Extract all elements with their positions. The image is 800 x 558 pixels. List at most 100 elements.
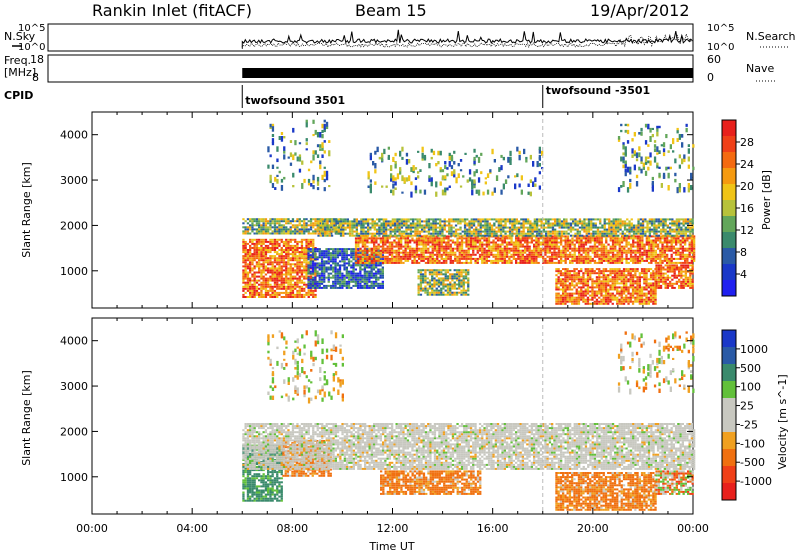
power-cells-cell-3 [625,256,627,258]
power-cells-cell-6 [558,272,560,274]
power-cells-cell-3 [396,244,398,246]
power-cells-cell-1 [281,218,283,220]
power-cells-cell-3 [621,237,623,239]
power-cells-cell-0 [290,288,292,290]
power-cells-cell-4 [349,223,351,225]
power-cells-cell-4 [322,223,324,225]
power-cells-cell-4 [347,225,349,227]
power-cells-cell-3 [452,240,454,242]
power-cells-cell-3 [468,262,470,264]
power-cells-cell-3 [443,242,445,244]
power-cells-cell-2 [366,279,368,281]
power-cells-cell-4 [381,227,383,229]
power-cells-cell-4 [599,235,601,237]
power-cells-cell-2 [312,248,314,250]
power-cells-cell-3 [371,252,373,254]
power-cells-cell-4 [570,231,572,233]
power-cells-cell-1 [265,222,267,224]
power-cells-cell-0 [272,255,274,257]
power-cells-cell-3 [443,260,445,262]
power-cells-cell-3 [691,246,693,248]
power-cells-cell-4 [525,235,527,237]
power-cells-cell-4 [619,218,621,220]
power-cells-cell-3 [438,242,440,244]
power-cells-cell-0 [285,255,287,257]
power-cells-cell-0 [281,257,283,259]
power-cells-cell-3 [619,252,621,254]
power-cells-cell-3 [429,258,431,260]
power-cells-cell-1 [256,218,258,220]
power-cells-cell-4 [626,225,628,227]
power-cells-cell-3 [427,240,429,242]
power-cells-cell-3 [398,248,400,250]
power-cells-cell-3 [603,250,605,252]
power-cells-cell-5 [442,286,444,288]
power-cells-cell-3 [675,244,677,246]
power-cells-cell-4 [511,220,513,222]
power-cells-cell-3 [393,262,395,264]
power-cells-cell-6 [564,297,566,299]
power-cells-cell-2 [337,281,339,283]
power-cells-cell-3 [441,250,443,252]
power-cells-cell-3 [612,240,614,242]
power-cells-cell-1 [303,228,305,230]
power-cells-cell-0 [276,286,278,288]
power-cells-cell-2 [323,271,325,273]
power-cells-cell-3 [461,254,463,256]
power-cells-cell-3 [556,240,558,242]
power-cells-cell-3 [447,244,449,246]
power-cells-cell-2 [371,267,373,269]
power-cells-cell-4 [536,225,538,227]
power-cells-cell-4 [480,229,482,231]
power-cells-cell-0 [276,282,278,284]
power-cells-cell-3 [371,256,373,258]
power-cells-cell-1 [256,230,258,232]
power-cells-cell-1 [245,226,247,228]
power-cells-cell-4 [633,229,635,231]
power-cells-cell-3 [677,237,679,239]
power-cells-cell-4 [597,218,599,220]
power-cells-cell-3 [542,256,544,258]
power-cells-cell-3 [510,244,512,246]
power-cells-cell-3 [479,242,481,244]
power-cells-cell-3 [396,246,398,248]
power-cells-cell-3 [362,252,364,254]
power-cells-cell-4 [685,235,687,237]
power-cells-cell-3 [641,248,643,250]
power-cells-cell-3 [655,242,657,244]
power-cells-cell-3 [409,242,411,244]
power-cells-cell-3 [596,246,598,248]
power-cells-cell-3 [526,258,528,260]
power-cells-cell-3 [515,240,517,242]
power-cells-cell-3 [686,258,688,260]
power-cells-cell-4 [374,235,376,237]
power-cells-cell-3 [547,248,549,250]
power-cells-cell-4 [556,225,558,227]
power-cells-cell-5 [438,290,440,292]
power-cells-cell-4 [572,235,574,237]
power-cells-cell-3 [427,248,429,250]
power-cells-cell-3 [384,244,386,246]
power-cells-cell-4 [414,231,416,233]
power-cells-cell-4 [329,235,331,237]
power-cells-cell-1 [278,218,280,220]
power-cells-cell-3 [675,237,677,239]
power-cells-cell-3 [655,244,657,246]
power-cells-cell-4 [590,229,592,231]
power-cells-cell-3 [447,252,449,254]
nave-tick-top: 60 [707,53,721,66]
power-cells-cell-3 [418,256,420,258]
power-cells-cell-4 [356,218,358,220]
power-cells-cell-2 [321,277,323,279]
power-cells-cell-3 [583,250,585,252]
power-cells-cell-3 [414,260,416,262]
power-cells-cell-4 [468,235,470,237]
power-cells-cell-0 [245,269,247,271]
power-cells-cell-1 [281,220,283,222]
power-cells-cell-4 [486,220,488,222]
power-cells-cell-5 [420,284,422,286]
power-cells-cell-4 [624,220,626,222]
power-cells-cell-4 [317,223,319,225]
power-cells-cell-0 [290,265,292,267]
power-cells-cell-4 [453,233,455,235]
